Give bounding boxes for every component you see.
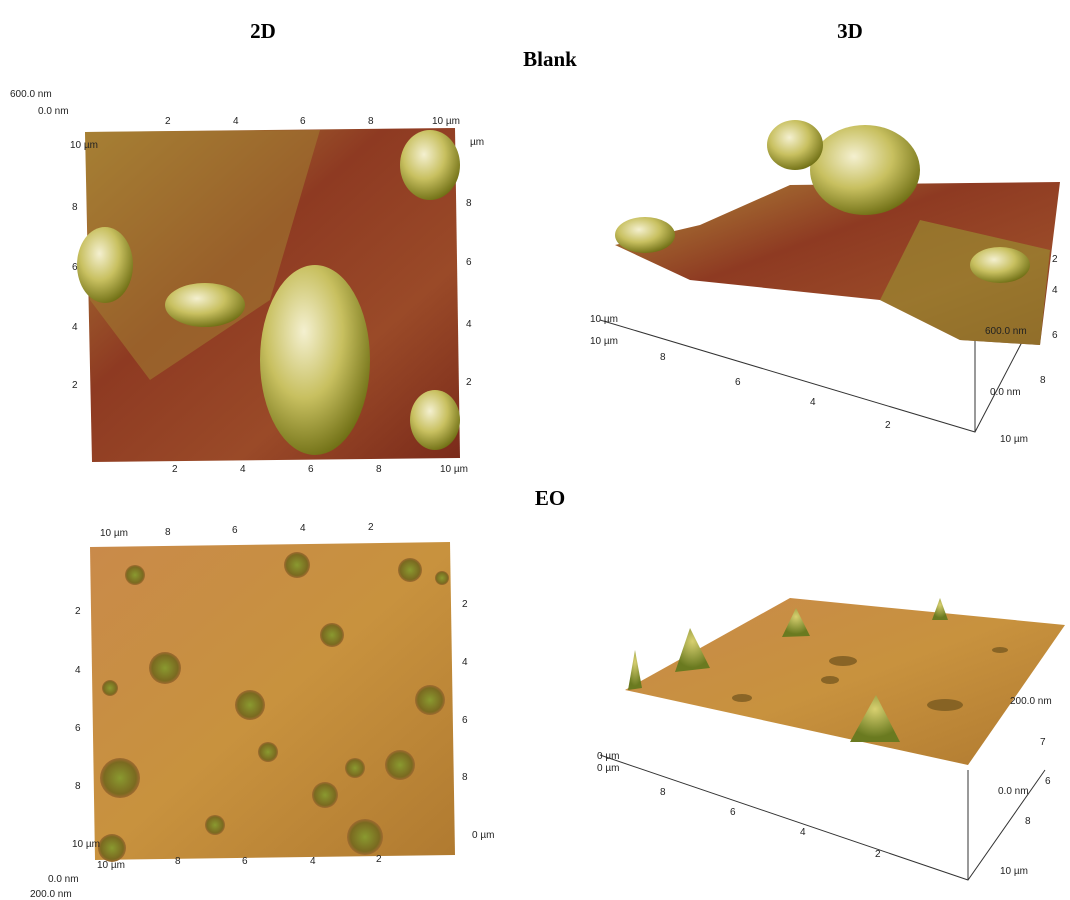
image-3d-front-tick: 8	[660, 787, 666, 798]
image-3d-left-tick: 10 µm	[590, 314, 618, 325]
image-2d-bottom-tick: 4	[310, 856, 316, 867]
image-2d-z-label: 200.0 nm	[30, 889, 72, 900]
image-2d-right-tick: 0 µm	[472, 830, 494, 841]
image-2d-left-tick: 8	[75, 781, 81, 792]
image-2d-right-tick: µm	[470, 137, 484, 148]
image-2d-right-tick: 4	[462, 657, 468, 668]
image-3d-front-tick: 4	[800, 827, 806, 838]
image-2d-left-tick: 6	[75, 723, 81, 734]
image-3d-z-label: 0.0 nm	[998, 786, 1029, 797]
image-2d-top-tick: 2	[165, 116, 171, 127]
image-2d-right-tick: 8	[466, 198, 472, 209]
column-header: 2D	[250, 19, 276, 43]
image-3d-z-label: 200.0 nm	[1010, 696, 1052, 707]
image-2d-left-tick: 4	[75, 665, 81, 676]
image-2d-top-tick: 6	[300, 116, 306, 127]
image-2d-right-tick: 8	[462, 772, 468, 783]
image-3d-left-tick: 10 µm	[590, 336, 618, 347]
image-2d-left-tick: 10 µm	[72, 839, 100, 850]
row-label: EO	[535, 486, 565, 510]
image-2d-top-tick: 10 µm	[432, 116, 460, 127]
image-3d-left-tick: 0 µm	[597, 763, 619, 774]
image-2d-bottom-tick: 8	[376, 464, 382, 475]
image-2d-top-tick: 8	[165, 527, 171, 538]
image-2d-bottom-tick: 8	[175, 856, 181, 867]
image-3d-front-tick: 6	[730, 807, 736, 818]
image-2d-z-label: 600.0 nm	[10, 89, 52, 100]
image-3d-front-tick: 2	[885, 420, 891, 431]
image-3d-side-tick: 6	[1045, 776, 1051, 787]
image-3d-left-tick: 0 µm	[597, 751, 619, 762]
blank-2d-image	[77, 128, 460, 462]
image-3d-front-tick: 10 µm	[1000, 866, 1028, 877]
column-header: 3D	[837, 19, 863, 43]
image-3d-z-label: 600.0 nm	[985, 326, 1027, 337]
image-2d-left-tick: 4	[72, 322, 78, 333]
image-2d-top-tick: 2	[368, 522, 374, 533]
eo-3d-image	[600, 598, 1065, 880]
image-3d-side-tick: 8	[1040, 375, 1046, 386]
image-3d-front-tick: 10 µm	[1000, 434, 1028, 445]
image-2d-top-tick: 4	[233, 116, 239, 127]
image-2d-left-tick: 2	[72, 380, 78, 391]
image-2d-bottom-tick: 2	[376, 854, 382, 865]
image-2d-bottom-tick: 6	[242, 856, 248, 867]
row-label: Blank	[523, 47, 577, 71]
eo-2d-image	[90, 542, 455, 862]
image-2d-bottom-tick: 6	[308, 464, 314, 475]
image-2d-left-tick: 10 µm	[70, 140, 98, 151]
image-3d-front-tick: 2	[875, 849, 881, 860]
figure: 2D 3D Blank EO 600.0 nm 0.0 nm 2 4 6 8 10 µm 10 µm 8…	[0, 0, 1070, 900]
image-3d-front-tick: 4	[810, 397, 816, 408]
image-2d-right-tick: 2	[466, 377, 472, 388]
image-2d-left-tick: 2	[75, 606, 81, 617]
image-2d-top-tick: 8	[368, 116, 374, 127]
image-2d-top-tick: 4	[300, 523, 306, 534]
image-2d-z-label: 0.0 nm	[48, 874, 79, 885]
image-2d-left-tick: 8	[72, 202, 78, 213]
image-2d-z-label: 0.0 nm	[38, 106, 69, 117]
image-3d-side-tick: 4	[1052, 285, 1058, 296]
image-2d-bottom-tick: 2	[172, 464, 178, 475]
image-2d-top-tick: 10 µm	[100, 528, 128, 539]
image-2d-right-tick: 2	[462, 599, 468, 610]
image-3d-side-tick: 8	[1025, 816, 1031, 827]
image-3d-front-tick: 8	[660, 352, 666, 363]
image-2d-bottom-tick: 4	[240, 464, 246, 475]
image-2d-bottom-tick: 10 µm	[440, 464, 468, 475]
image-3d-side-tick: 2	[1052, 254, 1058, 265]
image-3d-front-tick: 6	[735, 377, 741, 388]
blank-3d-image	[600, 120, 1060, 432]
image-3d-z-label: 0.0 nm	[990, 387, 1021, 398]
image-2d-right-tick: 6	[462, 715, 468, 726]
image-2d-right-tick: 6	[466, 257, 472, 268]
image-2d-top-tick: 6	[232, 525, 238, 536]
image-2d-bottom-tick: 10 µm	[97, 860, 125, 871]
image-2d-left-tick: 6	[72, 262, 78, 273]
image-3d-side-tick: 7	[1040, 737, 1046, 748]
image-3d-side-tick: 6	[1052, 330, 1058, 341]
image-2d-right-tick: 4	[466, 319, 472, 330]
